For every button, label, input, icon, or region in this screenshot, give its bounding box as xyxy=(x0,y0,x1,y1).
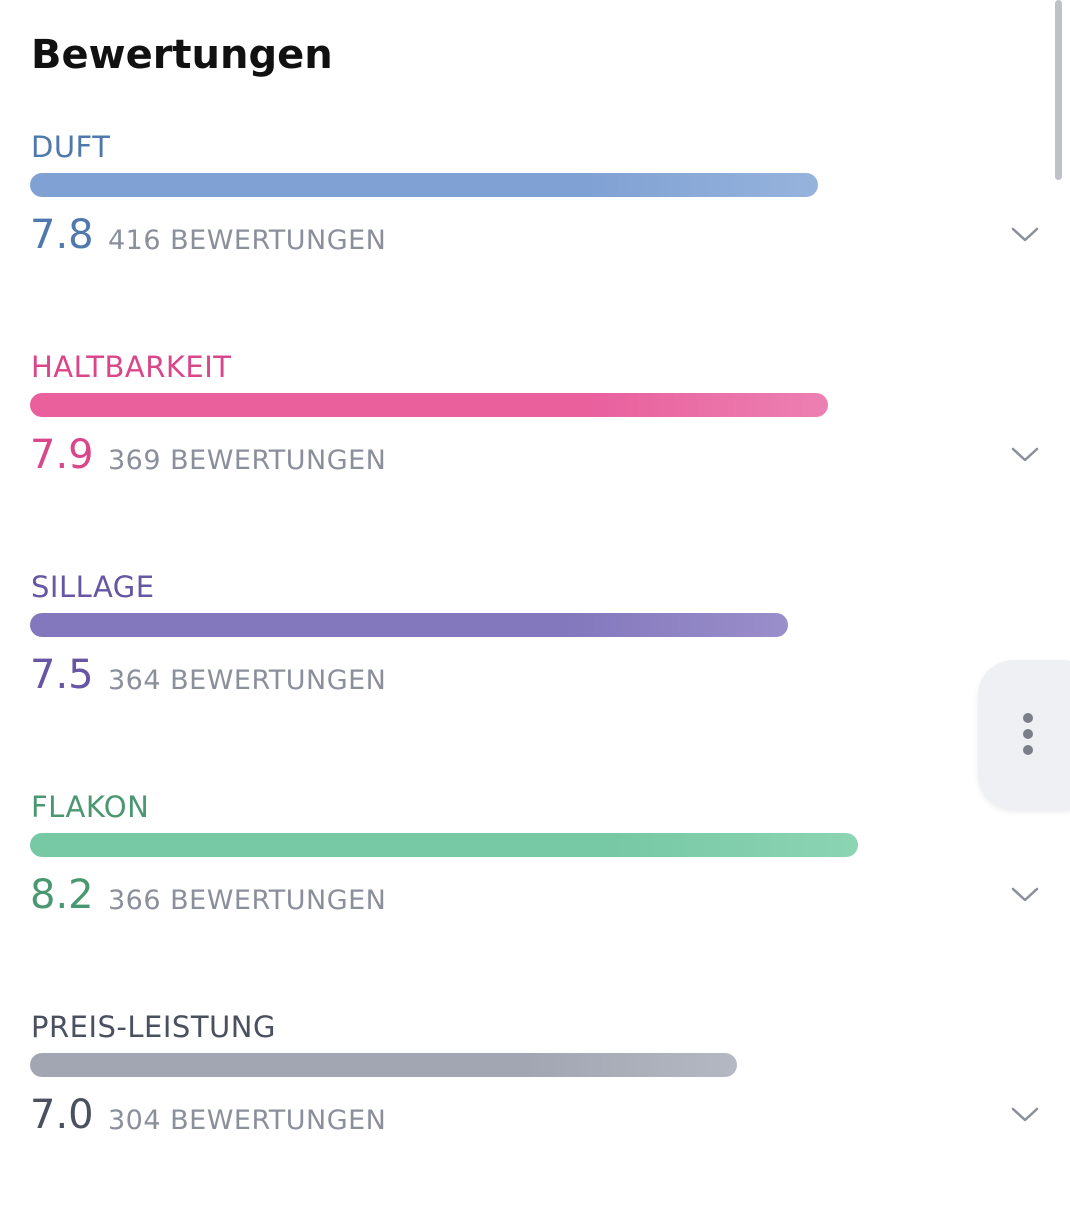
scrollbar[interactable] xyxy=(1055,0,1062,180)
rating-score: 7.8 xyxy=(30,212,94,258)
rating-bar xyxy=(30,613,788,637)
rating-bar xyxy=(30,393,828,417)
rating-section: HALTBARKEIT 7.9 369 BEWERTUNGEN xyxy=(0,350,1070,550)
rating-count: 364 BEWERTUNGEN xyxy=(108,665,387,696)
rating-label: PREIS-LEISTUNG xyxy=(31,1010,276,1044)
rating-count: 304 BEWERTUNGEN xyxy=(108,1105,387,1136)
rating-bar xyxy=(30,833,859,857)
more-button[interactable] xyxy=(978,660,1070,810)
expand-chevron[interactable] xyxy=(1010,445,1040,465)
rating-count: 369 BEWERTUNGEN xyxy=(108,445,387,476)
expand-chevron[interactable] xyxy=(1010,1105,1040,1125)
rating-bar xyxy=(30,173,818,197)
rating-count: 416 BEWERTUNGEN xyxy=(108,225,387,256)
rating-section: SILLAGE 7.5 364 BEWERTUNGEN xyxy=(0,570,1070,770)
rating-score: 7.9 xyxy=(30,432,94,478)
rating-label: HALTBARKEIT xyxy=(31,350,232,384)
rating-bar xyxy=(30,1053,737,1077)
more-icon xyxy=(1023,713,1033,755)
rating-section: PREIS-LEISTUNG 7.0 304 BEWERTUNGEN xyxy=(0,1010,1070,1210)
rating-score: 7.5 xyxy=(30,652,94,698)
rating-score: 8.2 xyxy=(30,872,94,918)
rating-label: FLAKON xyxy=(31,790,150,824)
expand-chevron[interactable] xyxy=(1010,225,1040,245)
rating-label: DUFT xyxy=(31,130,111,164)
rating-count: 366 BEWERTUNGEN xyxy=(108,885,387,916)
rating-score: 7.0 xyxy=(30,1092,94,1138)
title: Bewertungen xyxy=(31,32,333,78)
expand-chevron[interactable] xyxy=(1010,885,1040,905)
rating-section: FLAKON 8.2 366 BEWERTUNGEN xyxy=(0,790,1070,990)
rating-section: DUFT 7.8 416 BEWERTUNGEN xyxy=(0,130,1070,330)
rating-label: SILLAGE xyxy=(31,570,155,604)
